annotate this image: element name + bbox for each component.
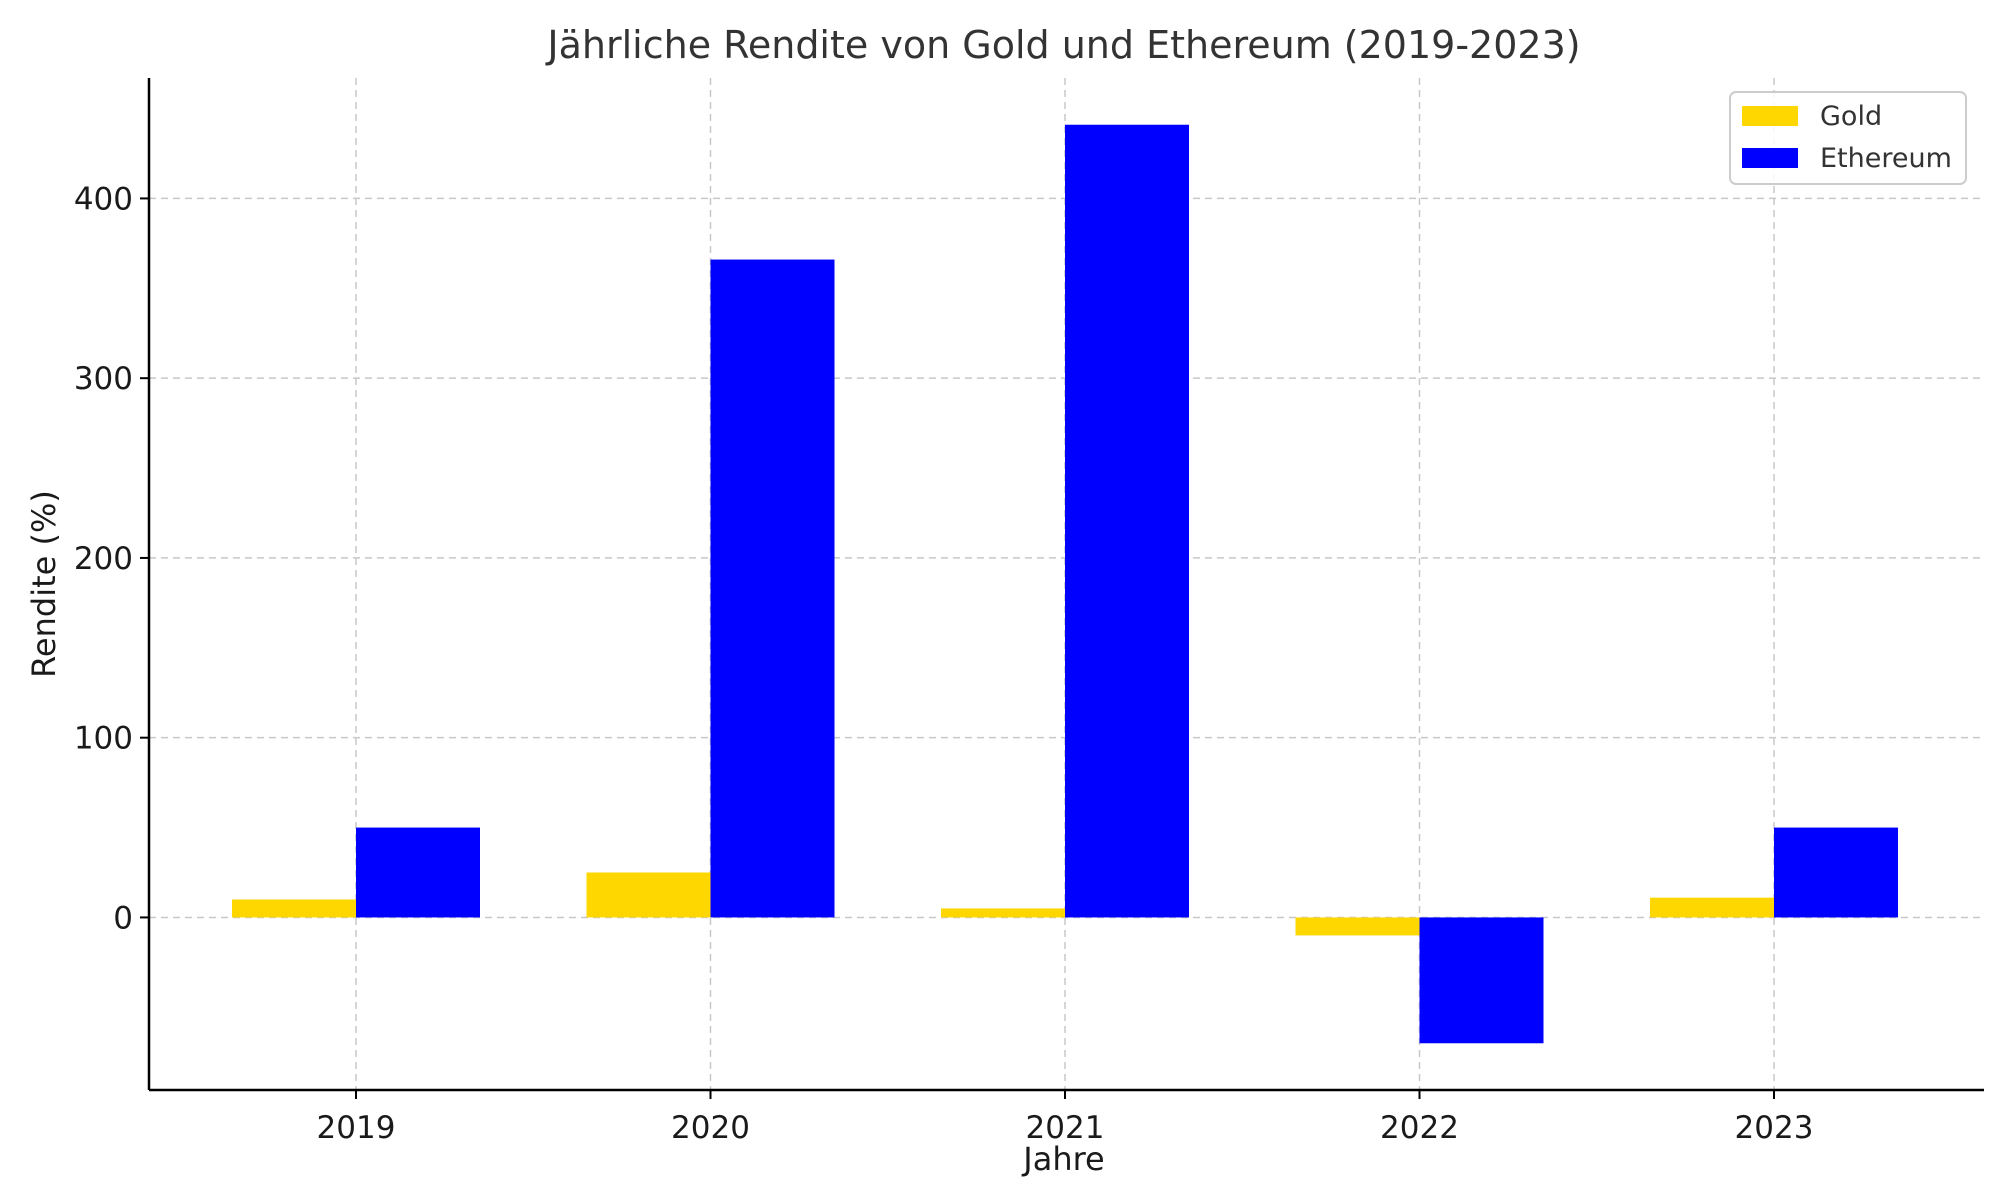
legend-label-gold: Gold [1820,101,1882,132]
bar-ethereum-2019 [356,827,480,918]
bars-layer [232,124,1898,1044]
bar-ethereum-2021 [1065,124,1189,918]
bar-ethereum-2023 [1774,827,1898,918]
bar-ethereum-2020 [710,259,835,918]
y-tick-label: 200 [74,541,133,577]
x-tick-label: 2020 [671,1110,750,1146]
bar-gold-2019 [232,899,356,918]
bar-gold-2020 [586,872,711,918]
axes-layer [147,78,1984,1092]
x-axis-label: Jahre [1021,1140,1104,1178]
bar-gold-2023 [1650,897,1774,918]
legend-swatch-ethereum [1742,148,1798,168]
y-tick-label: 100 [74,721,133,757]
bar-gold-2021 [941,908,1065,918]
ticks-layer: 0 100 200 300 400 2019 2020 2021 2022 2023 [74,181,1814,1146]
y-axis-label: Rendite (%) [25,490,63,678]
chart-title: Jährliche Rendite von Gold und Ethereum … [545,23,1580,67]
y-tick-label: 400 [74,181,133,217]
y-tick-label: 0 [113,900,133,936]
bar-gold-2022 [1295,917,1420,936]
x-tick-label: 2022 [1380,1110,1459,1146]
legend-swatch-gold [1742,106,1798,126]
bar-ethereum-2022 [1419,917,1544,1044]
x-tick-label: 2021 [1026,1110,1105,1146]
x-tick-label: 2023 [1735,1110,1814,1146]
y-tick-label: 300 [74,361,133,397]
legend-label-ethereum: Ethereum [1820,143,1952,174]
legend: Gold Ethereum [1729,91,1967,185]
x-tick-label: 2019 [317,1110,396,1146]
